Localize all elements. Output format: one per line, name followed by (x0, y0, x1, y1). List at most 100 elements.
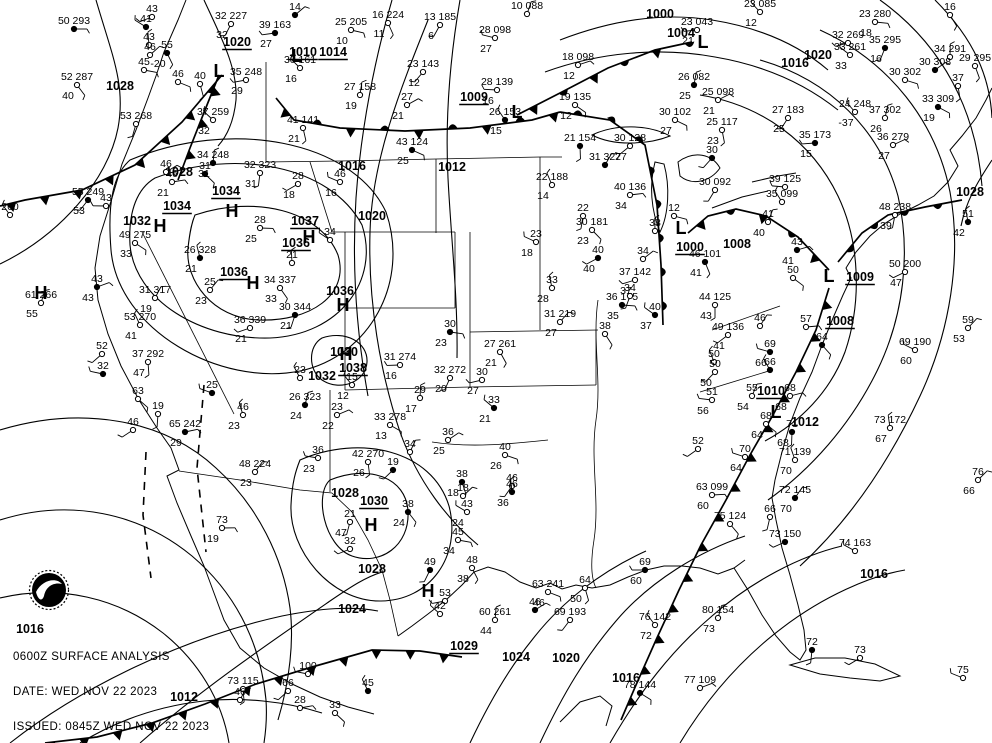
station-value: 73 150 (769, 528, 801, 540)
wind-barb-tick (774, 186, 778, 192)
wind-barb-tick (481, 84, 485, 90)
isobar (544, 51, 839, 111)
station-marker (671, 116, 679, 124)
station-plot: 46 (234, 686, 251, 704)
station-plot: 30 27 (465, 366, 488, 397)
station-plot: 30 302 (889, 66, 921, 89)
station-marker (70, 25, 78, 33)
front-line (559, 111, 664, 326)
station-value: 69 (764, 338, 776, 350)
station-value: 72 (806, 636, 818, 648)
station-marker (626, 142, 634, 150)
wind-barb-tick (708, 345, 713, 351)
cold-front (177, 74, 221, 181)
isobar-label-text: 1000 (646, 7, 674, 21)
station-plot: 64 50 (570, 574, 591, 605)
wind-barb-tick (965, 205, 970, 210)
station-value: 21 (280, 320, 292, 332)
station-marker (851, 108, 859, 116)
station-value: 29 (170, 437, 182, 449)
station-plot: 43 (143, 28, 155, 49)
station-plot: 30 23 (435, 318, 466, 349)
station-marker (136, 321, 144, 329)
station-value: 10 088 (511, 0, 543, 12)
station-value: 73 172 (874, 414, 906, 426)
station-plot: 34 (404, 438, 421, 456)
wind-barb-tick (378, 477, 384, 480)
state-border (699, 369, 773, 393)
station-value: 70 (780, 503, 792, 515)
station-marker (174, 78, 182, 86)
station-plot: 23 143 12 (407, 58, 439, 89)
station-plot: 25 098 21 (702, 86, 734, 117)
station-plot: 63 241 46 (532, 578, 564, 609)
station-marker (756, 322, 764, 330)
station-value: 35 248 (230, 66, 262, 78)
station-marker (690, 81, 698, 89)
station-marker (576, 142, 584, 150)
station-plot: 38 24 (393, 498, 417, 529)
state-border (344, 386, 471, 391)
station-plot: 30 344 21 (279, 301, 311, 332)
wind-barb-tick (495, 604, 501, 608)
station-marker (618, 301, 626, 309)
station-marker (971, 62, 979, 70)
station-plot: 28 098 27 (479, 24, 511, 55)
noaa-logo-ring (28, 569, 70, 611)
wind-barb-tick (599, 239, 602, 245)
station-value: 33 (265, 293, 277, 305)
station-plot: 46 (172, 68, 192, 92)
station-value: 74 163 (839, 537, 871, 549)
station-value: 32 (216, 29, 228, 41)
station-plot: 35 248 29 (229, 66, 262, 97)
station-marker (132, 120, 140, 128)
wind-barb-tick (189, 86, 192, 92)
lake-outline (711, 190, 769, 209)
isobar-label: 1014 (318, 45, 348, 61)
station-value: 28 (294, 694, 306, 706)
isobar-label: 1010 (756, 384, 786, 400)
station-plot: 43 (135, 3, 158, 23)
isobar-label: 1020 (222, 35, 252, 51)
wind-barb-tick (258, 30, 263, 36)
isobar (290, 447, 453, 602)
wind-barb-tick (975, 77, 980, 83)
station-plot: 28 25 (245, 214, 276, 245)
isobar (9, 607, 379, 743)
station-value: 12 (408, 77, 420, 89)
cold-front-pip (273, 675, 284, 686)
station-value: 37 302 (869, 104, 901, 116)
station-plot: 26 328 21 (184, 241, 216, 275)
wind-barb-tick (680, 27, 685, 32)
station-marker (336, 178, 344, 186)
wind-barb-tick (365, 474, 370, 479)
station-value: 14 (537, 190, 549, 202)
station-marker (294, 180, 302, 188)
station-value: 28 139 (481, 76, 513, 88)
low-center: L (824, 266, 835, 286)
station-marker (851, 547, 859, 555)
station-value: 64 (751, 429, 763, 441)
station-value: 260 (1, 201, 19, 213)
wind-barb-tick (423, 155, 425, 161)
front-line (275, 97, 561, 132)
station-marker (889, 141, 897, 149)
station-plot: 72 145 70 (779, 484, 811, 515)
wind-barb-tick (987, 470, 992, 473)
high-center: H (247, 273, 260, 293)
station-value: 66 (282, 677, 294, 689)
station-value: 52 (96, 340, 108, 352)
station-marker (901, 268, 909, 276)
wind-barb-tick (818, 325, 823, 331)
cold-front-pip (197, 118, 209, 128)
station-value: 16 224 (372, 9, 404, 21)
isobar (353, 0, 393, 397)
isobar-label-text: 1028 (331, 486, 359, 500)
isobar-label-text: 1024 (502, 650, 530, 664)
station-plot: 46 16 (325, 168, 346, 199)
station-value: 25 (204, 276, 216, 288)
station-value: 46 (166, 168, 178, 180)
station-marker (218, 524, 226, 532)
station-value: 42 (434, 600, 446, 612)
station-plot: 40 40 (582, 244, 604, 275)
